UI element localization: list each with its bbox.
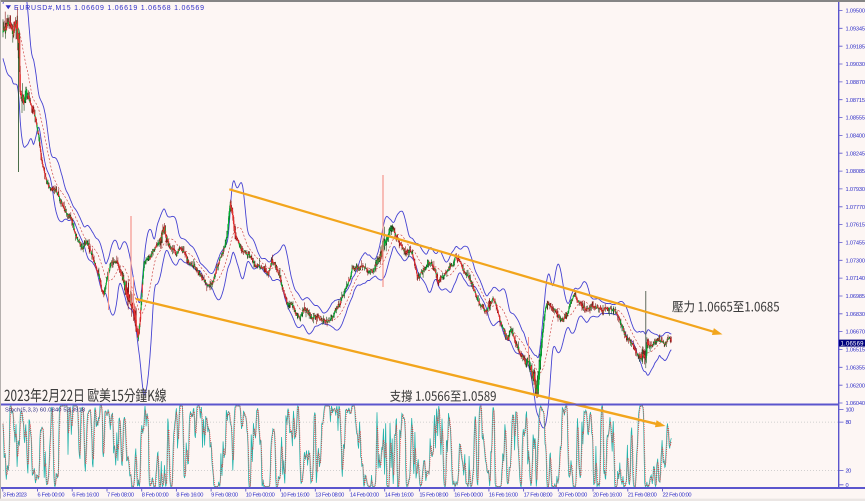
svg-text:3 Feb 2023: 3 Feb 2023 <box>3 493 27 499</box>
svg-text:14 Feb 16:00: 14 Feb 16:00 <box>385 493 414 499</box>
svg-text:10 Feb 16:00: 10 Feb 16:00 <box>281 493 310 499</box>
svg-text:17 Feb 08:00: 17 Feb 08:00 <box>524 493 553 499</box>
svg-text:EURUSD#,M15 1.06609 1.06619 1: EURUSD#,M15 1.06609 1.06619 1.06568 1.06… <box>14 5 204 12</box>
svg-text:1.06569: 1.06569 <box>841 341 865 347</box>
svg-text:Stoch(5,3,3) 60.0840 53.3918: Stoch(5,3,3) 60.0840 53.3918 <box>5 407 85 413</box>
svg-text:1.07300: 1.07300 <box>846 258 865 264</box>
svg-text:7 Feb 08:00: 7 Feb 08:00 <box>107 493 134 499</box>
svg-text:6 Feb 16:00: 6 Feb 16:00 <box>72 493 99 499</box>
svg-text:1.08245: 1.08245 <box>846 151 865 157</box>
svg-text:0: 0 <box>846 483 849 489</box>
svg-text:1.09185: 1.09185 <box>846 44 865 50</box>
svg-text:1.08870: 1.08870 <box>846 80 865 86</box>
svg-text:20 Feb 00:00: 20 Feb 00:00 <box>558 493 587 499</box>
svg-text:1.06670: 1.06670 <box>846 330 865 336</box>
svg-text:1.06830: 1.06830 <box>846 312 865 318</box>
svg-text:1.06355: 1.06355 <box>846 365 865 371</box>
svg-text:100: 100 <box>846 408 855 414</box>
svg-text:14 Feb 00:00: 14 Feb 00:00 <box>350 493 379 499</box>
svg-text:21 Feb 08:00: 21 Feb 08:00 <box>628 493 657 499</box>
svg-text:1.09345: 1.09345 <box>846 26 865 32</box>
svg-text:16 Feb 16:00: 16 Feb 16:00 <box>489 493 518 499</box>
svg-text:8 Feb 16:00: 8 Feb 16:00 <box>176 493 203 499</box>
svg-text:10 Feb 00:00: 10 Feb 00:00 <box>246 493 275 499</box>
svg-text:9 Feb 08:00: 9 Feb 08:00 <box>211 493 238 499</box>
svg-text:20 Feb 16:00: 20 Feb 16:00 <box>593 493 622 499</box>
svg-text:1.08400: 1.08400 <box>846 134 865 140</box>
svg-text:20: 20 <box>846 469 852 475</box>
svg-text:1.08715: 1.08715 <box>846 98 865 104</box>
svg-text:1.09030: 1.09030 <box>846 62 865 68</box>
svg-text:1.07930: 1.07930 <box>846 187 865 193</box>
svg-text:80: 80 <box>846 420 852 426</box>
svg-text:6 Feb 00:00: 6 Feb 00:00 <box>38 493 65 499</box>
svg-text:15 Feb 08:00: 15 Feb 08:00 <box>419 493 448 499</box>
svg-text:1.09500: 1.09500 <box>846 9 865 15</box>
svg-text:22 Feb 00:00: 22 Feb 00:00 <box>663 493 692 499</box>
svg-text:16 Feb 00:00: 16 Feb 00:00 <box>454 493 483 499</box>
svg-text:1.07770: 1.07770 <box>846 205 865 211</box>
svg-text:8 Feb 00:00: 8 Feb 00:00 <box>142 493 169 499</box>
svg-text:1.07140: 1.07140 <box>846 276 865 282</box>
svg-text:1.08555: 1.08555 <box>846 116 865 122</box>
svg-text:1.08085: 1.08085 <box>846 169 865 175</box>
svg-text:13 Feb 08:00: 13 Feb 08:00 <box>315 493 344 499</box>
svg-text:1.06515: 1.06515 <box>846 348 865 354</box>
svg-text:1.07455: 1.07455 <box>846 241 865 247</box>
svg-text:1.06040: 1.06040 <box>846 401 865 407</box>
svg-text:1.06985: 1.06985 <box>846 294 865 300</box>
svg-text:1.07615: 1.07615 <box>846 223 865 229</box>
svg-text:1.06200: 1.06200 <box>846 383 865 389</box>
